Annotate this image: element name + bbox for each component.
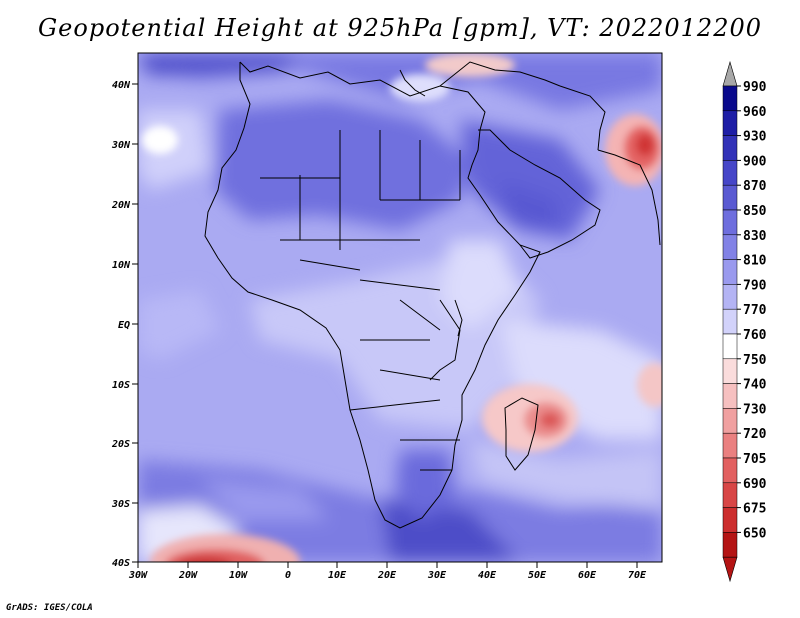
colorbar-swatch [722,432,738,459]
lat-tick-label: 30S [111,499,130,510]
colorbar-label: 900 [743,154,767,169]
colorbar-label: 705 [743,452,766,467]
colorbar-label: 990 [743,80,767,95]
lon-tick-label: 0 [285,570,291,581]
colorbar-swatch [722,333,738,360]
colorbar-label: 870 [743,179,767,194]
colorbar: 990 960 930 900 870 850 830 810 790 770 760 750 740 7… [722,60,767,583]
colorbar-swatch [722,110,738,136]
colorbar-label: 810 [743,254,767,269]
colorbar-label: 740 [743,378,767,393]
map-frame [137,52,663,563]
colorbar-label: 960 [743,105,767,120]
colorbar-swatch [722,234,738,260]
lat-tick-label: EQ [118,320,130,331]
colorbar-swatch [722,482,738,508]
colorbar-swatch [722,259,738,285]
lon-tick-label: 20E [377,570,397,581]
lon-tick-label: 60E [578,570,597,581]
colorbar-swatch [722,358,738,384]
lon-tick-label: 10E [328,570,347,581]
colorbar-swatch [722,507,738,533]
lon-tick-label: 10W [229,570,248,581]
colorbar-bottom-arrow [722,556,738,583]
colorbar-label: 850 [743,204,767,219]
lat-tick-label: 30N [111,140,131,151]
colorbar-swatch [722,457,738,484]
colorbar-swatch [722,308,738,335]
lat-tick-label: 20S [111,439,130,450]
map-title: Geopotential Height at 925hPa [gpm], VT:… [38,14,762,42]
colorbar-swatch [722,184,738,211]
colorbar-swatch [722,383,738,409]
lon-tick-label: 20W [178,570,198,581]
lat-tick-label: 10N [112,260,131,271]
lon-tick-label: 50E [528,570,547,581]
lon-tick-label: 30W [128,570,148,581]
colorbar-label: 690 [743,477,767,492]
colorbar-label: 730 [743,402,767,417]
lat-axis: 40N 30N 20N 10N EQ 10S 20S 30S 40S [111,80,138,569]
colorbar-label: 770 [743,303,767,318]
colorbar-swatch [722,160,738,186]
lat-tick-label: 40S [112,558,130,569]
colorbar-swatch [722,284,738,310]
colorbar-label: 790 [743,278,767,293]
lon-tick-label: 70E [628,570,647,581]
colorbar-swatch [722,408,738,434]
lon-tick-label: 30E [427,570,447,581]
colorbar-label: 930 [743,130,767,145]
colorbar-label: 830 [743,229,767,244]
colorbar-label: 760 [743,328,767,343]
colorbar-swatch [722,85,738,112]
credit-label: GrADS: IGES/COLA [6,603,93,613]
colorbar-label: 650 [743,526,767,541]
lat-tick-label: 10S [112,380,130,391]
colorbar-swatch [722,135,738,161]
colorbar-label: 750 [743,353,767,368]
lon-tick-label: 40E [478,570,497,581]
colorbar-swatch [722,532,738,558]
lat-tick-label: 20N [111,200,131,211]
colorbar-swatch [722,209,738,236]
lat-tick-label: 40N [112,80,131,91]
colorbar-label: 720 [743,427,767,442]
coastlines [204,61,661,529]
height-field [138,53,662,562]
colorbar-top-arrow [722,60,738,87]
colorbar-label: 675 [743,502,766,517]
lon-axis: 30W 20W 10W 0 10E 20E 30E 40E 50E 60E 70… [128,562,647,581]
